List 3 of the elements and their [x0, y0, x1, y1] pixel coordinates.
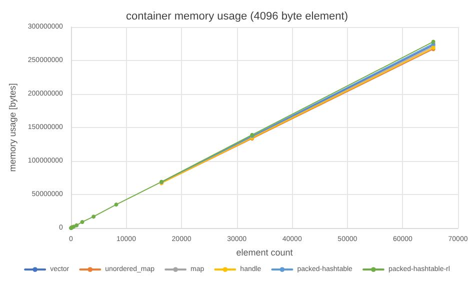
- chart-title: container memory usage (4096 byte element): [126, 10, 348, 22]
- x-axis-title: element count: [236, 247, 294, 258]
- y-axis-title: memory usage [bytes]: [8, 83, 18, 172]
